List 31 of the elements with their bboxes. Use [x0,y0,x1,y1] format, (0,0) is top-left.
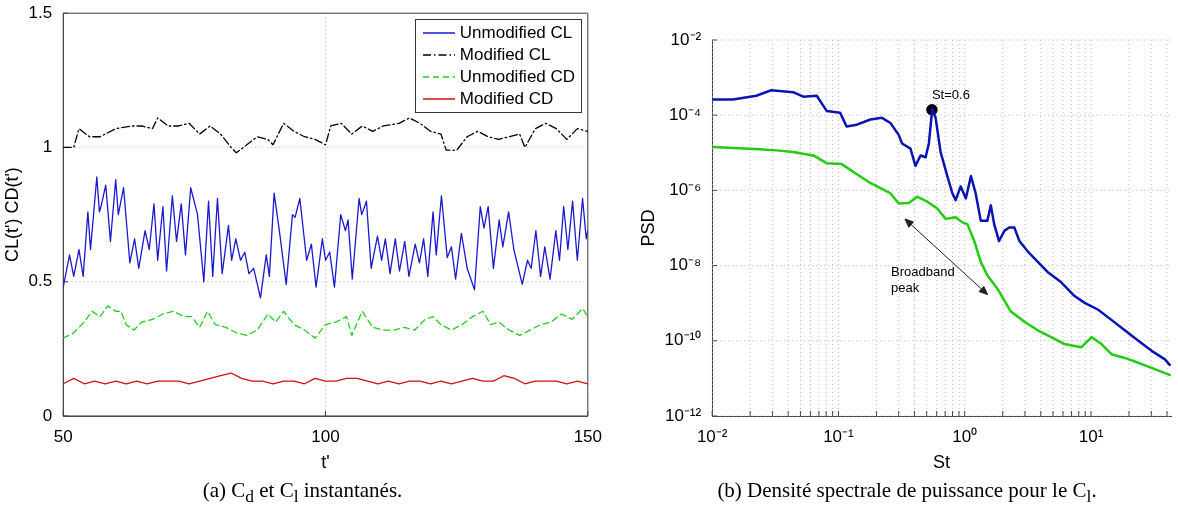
text: (b) Densité spectrale de puissance pour le C$_{l}$. [716,478,1098,508]
text: (a) C$_{d}$ et C$_{l}$ instantanés. [201,478,404,508]
x-tick-label: 10⁻¹ [823,426,855,446]
x-axis-title: St [933,452,951,473]
x-tick-label: 10¹ [1078,426,1104,446]
legend-label: Unmodified CD [459,66,576,89]
legend-label: Unmodified CL [459,22,573,45]
y-tick-label: 1 [42,137,53,157]
legend-label: Modified CL [459,44,551,67]
line-series [63,117,588,154]
x-axis-title: t' [321,452,330,473]
y-axis-title: PSD [637,209,658,247]
y-tick-label: 10⁻² [670,29,702,49]
y-tick-label: 10⁻¹² [664,405,702,425]
annotation: St=0.6 [931,86,970,102]
y-tick-label: 10⁻⁴ [668,104,702,124]
legend-label: Modified CD [459,88,554,111]
y-tick-label: 0 [42,405,53,425]
y-tick-label: 10⁻⁸ [669,255,702,275]
x-tick-label: 10⁰ [952,426,978,446]
y-axis-title: CL(t') CD(t') [1,167,22,263]
x-tick-label: 10⁻² [696,426,728,446]
y-tick-label: 0.5 [28,271,53,291]
y-tick-label: 1.5 [28,2,53,22]
y-tick-label: 10⁻¹⁰ [664,330,702,350]
line-series [63,305,588,339]
y-tick-label: 10⁻⁶ [669,180,702,200]
x-tick-label: 100 [311,426,340,446]
annotation: Broadband peak [891,263,955,295]
x-tick-label: 50 [53,426,73,446]
x-tick-label: 150 [573,426,603,446]
